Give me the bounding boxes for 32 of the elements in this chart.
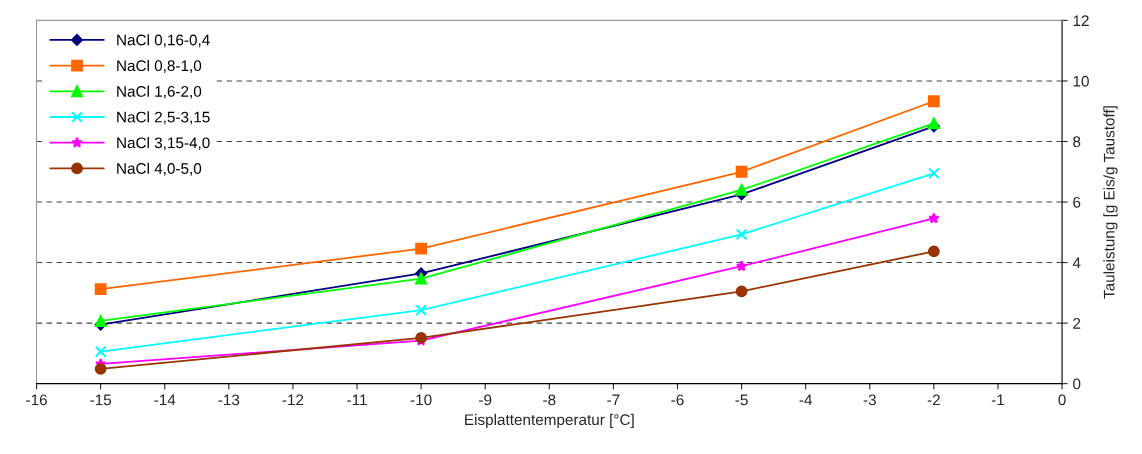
x-tick-label: -4 bbox=[799, 394, 813, 406]
legend-label: NaCl 0,8-1,0 bbox=[117, 59, 202, 73]
y-tick-label: 2 bbox=[1073, 317, 1081, 329]
x-tick-label: -2 bbox=[927, 394, 940, 406]
y-tick-label: 12 bbox=[1073, 15, 1089, 26]
x-tick-label: -7 bbox=[607, 394, 620, 406]
x-tick-label: -13 bbox=[218, 394, 240, 406]
x-tick-label: 0 bbox=[1058, 394, 1066, 406]
y-tick-label: 6 bbox=[1073, 196, 1081, 208]
legend-label: NaCl 1,6-2,0 bbox=[117, 85, 202, 99]
legend-label: NaCl 2,5-3,15 bbox=[117, 111, 210, 125]
x-tick-label: -8 bbox=[543, 394, 556, 406]
x-tick-label: -3 bbox=[863, 394, 876, 406]
x-tick-label: -1 bbox=[991, 394, 1005, 406]
y-tick-label: 4 bbox=[1072, 257, 1081, 269]
x-tick-label: -12 bbox=[282, 394, 304, 406]
legend-label: NaCl 3,15-4,0 bbox=[117, 136, 210, 151]
x-tick-label: -6 bbox=[671, 394, 684, 406]
y-tick-label: 0 bbox=[1073, 378, 1081, 390]
x-axis-title: Eisplattentemperatur [°C] bbox=[465, 413, 634, 429]
x-tick-label: -11 bbox=[347, 394, 367, 406]
y-tick-label: 10 bbox=[1073, 75, 1089, 87]
x-tick-label: -15 bbox=[90, 394, 112, 406]
x-tick-label: -10 bbox=[410, 394, 432, 406]
x-tick-label: -16 bbox=[26, 394, 47, 406]
legend-label: NaCl 0,16-0,4 bbox=[117, 34, 210, 48]
y-tick-label: 8 bbox=[1073, 136, 1081, 148]
x-tick-label: -14 bbox=[154, 394, 176, 406]
x-tick-label: -5 bbox=[735, 394, 748, 406]
legend-label: NaCl 4,0-5,0 bbox=[117, 162, 202, 176]
x-tick-label: -9 bbox=[479, 394, 492, 406]
y-axis-title: Tauleistung [g Eis/g Taustoff] bbox=[1103, 106, 1118, 299]
